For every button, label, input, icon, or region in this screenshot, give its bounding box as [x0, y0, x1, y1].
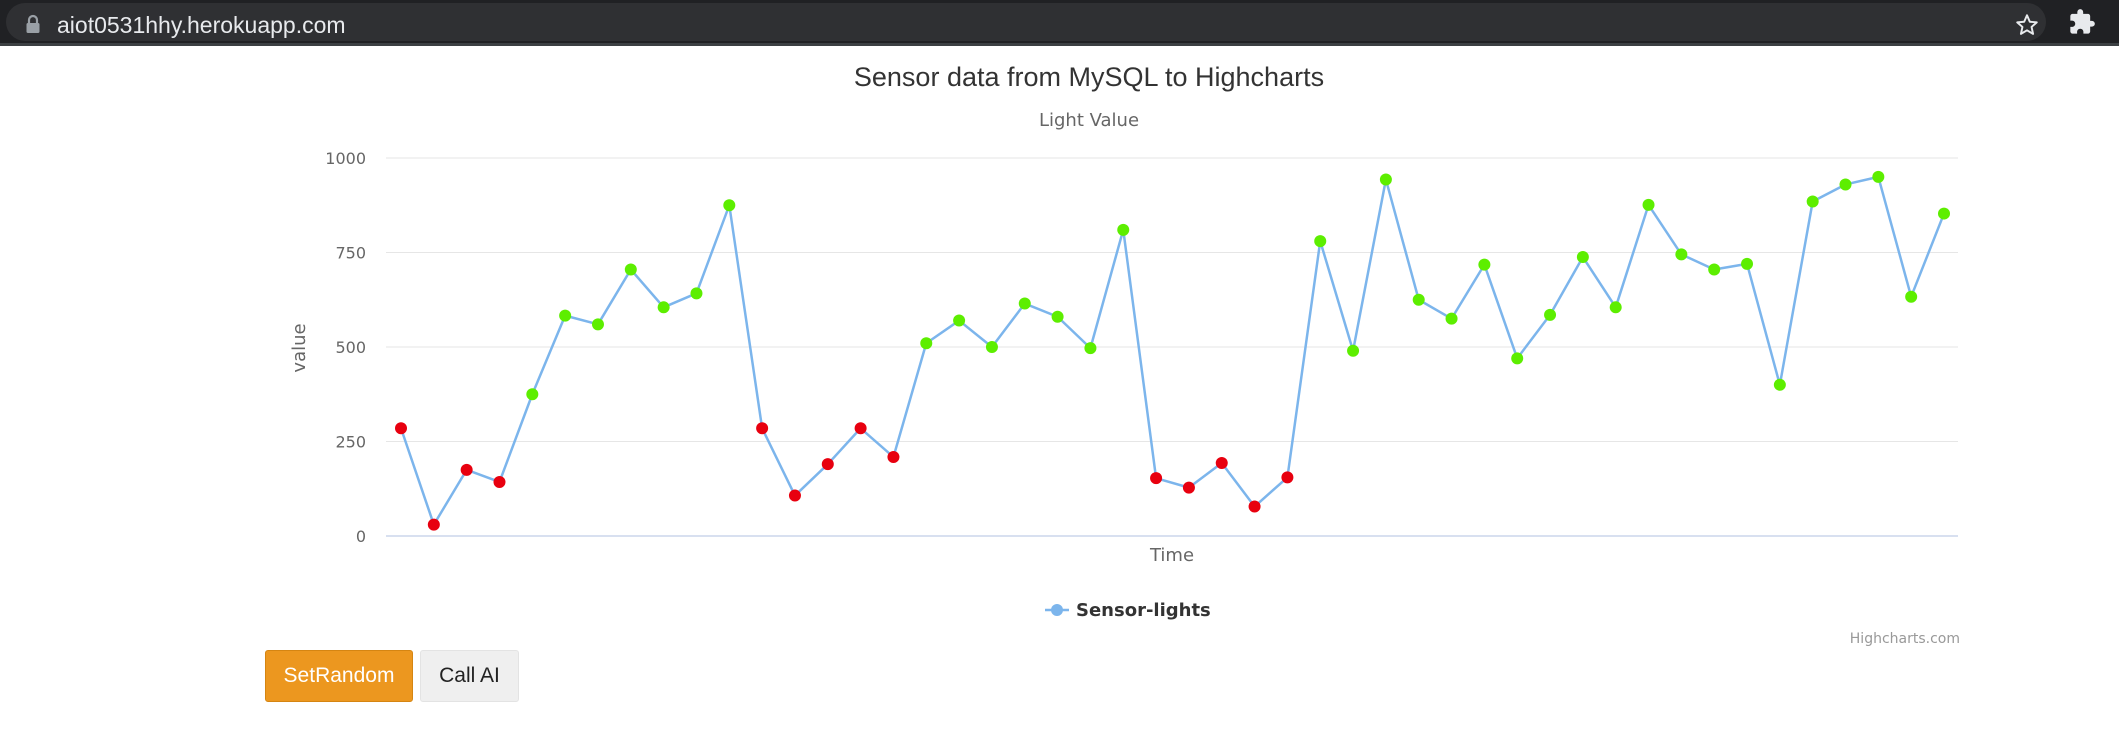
chart-title: Sensor data from MySQL to Highcharts: [854, 62, 1324, 92]
data-point[interactable]: [1412, 293, 1425, 306]
y-axis-ticks: 0 250 500 750 1000: [325, 149, 366, 546]
data-point[interactable]: [821, 458, 834, 471]
bookmark-star-icon[interactable]: [2014, 12, 2040, 38]
data-point[interactable]: [953, 314, 966, 327]
data-point[interactable]: [690, 287, 703, 300]
data-point[interactable]: [526, 388, 539, 401]
data-point[interactable]: [1281, 471, 1294, 484]
data-point[interactable]: [1150, 472, 1163, 485]
data-point[interactable]: [395, 422, 407, 435]
y-tick-label: 500: [335, 338, 366, 357]
data-point[interactable]: [427, 518, 440, 531]
browser-toolbar: aiot0531hhy.herokuapp.com: [0, 0, 2119, 46]
data-point[interactable]: [493, 475, 506, 488]
data-point[interactable]: [1642, 198, 1655, 211]
data-point[interactable]: [1741, 257, 1754, 270]
highcharts-credit[interactable]: Highcharts.com: [1850, 631, 1960, 646]
legend-marker-icon: [1051, 604, 1063, 616]
data-point[interactable]: [1248, 500, 1261, 513]
data-point[interactable]: [559, 309, 572, 322]
data-point[interactable]: [1379, 173, 1392, 186]
data-point[interactable]: [1708, 263, 1721, 276]
data-point[interactable]: [788, 489, 801, 502]
legend-label: Sensor-lights: [1076, 600, 1211, 621]
data-point[interactable]: [1544, 308, 1557, 321]
data-point[interactable]: [1478, 258, 1491, 271]
chart-subtitle: Light Value: [1039, 110, 1139, 131]
call-ai-button[interactable]: Call AI: [420, 650, 519, 702]
lock-icon[interactable]: [24, 14, 42, 34]
data-point[interactable]: [1084, 342, 1097, 355]
data-point[interactable]: [1905, 290, 1918, 303]
series-points: [395, 170, 1950, 531]
data-point[interactable]: [756, 422, 769, 435]
data-point[interactable]: [1609, 301, 1622, 314]
light-value-chart: Sensor data from MySQL to Highcharts Lig…: [289, 62, 1960, 646]
data-point[interactable]: [723, 199, 736, 212]
data-point[interactable]: [1117, 223, 1130, 236]
series-line: [399, 175, 1946, 526]
data-point[interactable]: [1314, 235, 1327, 248]
data-point[interactable]: [1806, 195, 1819, 208]
data-point[interactable]: [887, 450, 900, 463]
data-point[interactable]: [460, 463, 473, 476]
set-random-button[interactable]: SetRandom: [265, 650, 413, 702]
data-point[interactable]: [1215, 457, 1228, 470]
data-point[interactable]: [920, 337, 933, 350]
data-point[interactable]: [1675, 248, 1688, 261]
url-text[interactable]: aiot0531hhy.herokuapp.com: [57, 12, 346, 38]
data-point[interactable]: [1182, 481, 1195, 494]
data-point[interactable]: [1445, 312, 1458, 325]
extensions-puzzle-icon[interactable]: [2068, 8, 2096, 36]
address-bar[interactable]: aiot0531hhy.herokuapp.com: [6, 3, 2046, 41]
data-point[interactable]: [1051, 310, 1064, 323]
legend-item[interactable]: Sensor-lights: [1045, 600, 1211, 621]
y-tick-label: 750: [335, 244, 366, 263]
data-point[interactable]: [591, 318, 604, 331]
data-point[interactable]: [1576, 251, 1589, 264]
data-point[interactable]: [657, 301, 670, 314]
data-point[interactable]: [1872, 170, 1885, 183]
y-tick-label: 1000: [325, 149, 366, 168]
data-point[interactable]: [1839, 178, 1852, 191]
y-tick-label: 0: [356, 527, 366, 546]
data-point[interactable]: [624, 263, 637, 276]
data-point[interactable]: [1938, 207, 1950, 220]
data-point[interactable]: [854, 422, 867, 435]
gridlines: [386, 157, 1958, 537]
y-axis-title: value: [289, 323, 310, 372]
data-point[interactable]: [1018, 297, 1031, 310]
y-tick-label: 250: [335, 433, 366, 452]
data-point[interactable]: [1773, 378, 1786, 391]
data-point[interactable]: [985, 341, 998, 353]
x-axis-title: Time: [1149, 545, 1194, 566]
data-point[interactable]: [1511, 352, 1524, 365]
data-point[interactable]: [1347, 344, 1360, 357]
